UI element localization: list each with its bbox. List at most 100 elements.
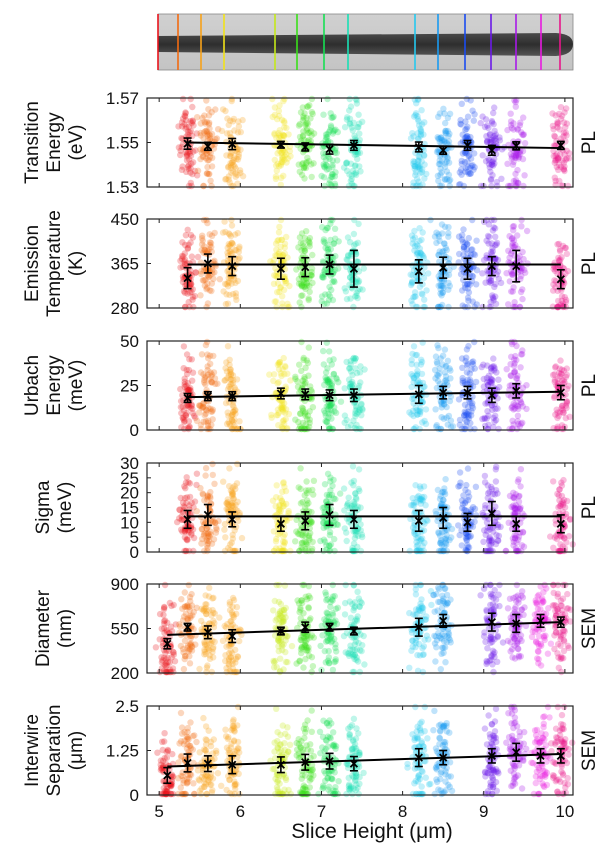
scatter-point	[232, 646, 239, 654]
scatter-point	[169, 750, 176, 758]
scatter-point	[441, 543, 448, 550]
scatter-point	[281, 124, 288, 131]
scatter-point	[273, 581, 280, 589]
scatter-point	[208, 540, 216, 547]
scatter-point	[179, 414, 186, 421]
scatter-point	[202, 155, 210, 162]
scatter-point	[353, 100, 361, 107]
scatter-point	[207, 149, 214, 157]
scatter-point	[177, 147, 184, 154]
scatter-point	[178, 143, 185, 151]
scatter-point	[481, 472, 489, 480]
scatter-point	[419, 339, 426, 346]
scatter-point	[511, 642, 518, 649]
scatter-point	[221, 622, 228, 630]
scatter-point	[534, 605, 542, 613]
scatter-point	[488, 158, 496, 166]
scatter-point	[457, 181, 464, 188]
scatter-point	[286, 147, 294, 155]
scatter-point	[349, 167, 357, 175]
scatter-point	[192, 269, 199, 276]
scatter-point	[223, 665, 230, 672]
scatter-point	[343, 116, 351, 123]
scatter-point	[295, 122, 303, 129]
scatter-point	[235, 123, 243, 130]
scatter-point	[186, 640, 194, 648]
scatter-point	[466, 370, 473, 377]
scatter-point	[412, 303, 420, 311]
scatter-point	[440, 649, 447, 656]
scatter-point	[412, 171, 419, 179]
scatter-point	[511, 303, 518, 311]
scatter-point	[343, 159, 350, 167]
scatter-point	[305, 129, 312, 137]
scatter-point	[514, 402, 521, 409]
scatter-point	[355, 485, 362, 493]
scatter-point	[416, 225, 423, 232]
y-axis-label: Sigma	[33, 480, 54, 534]
scatter-point	[170, 601, 177, 609]
scatter-point	[348, 180, 356, 188]
scatter-point	[298, 161, 306, 168]
scatter-point	[275, 229, 283, 236]
scatter-point	[414, 130, 421, 137]
scatter-point	[421, 417, 428, 425]
scatter-point	[418, 121, 426, 128]
scatter-point	[239, 173, 247, 180]
scatter-point	[458, 157, 465, 165]
slice-lines	[157, 14, 561, 70]
y-axis-label: (meV)	[66, 360, 87, 412]
scatter-point	[278, 149, 285, 156]
scatter-point	[329, 164, 336, 171]
scatter-point	[188, 160, 195, 167]
scatter-point	[202, 601, 209, 608]
scatter-point	[227, 159, 234, 167]
scatter-point	[444, 421, 451, 428]
scatter-point	[355, 639, 362, 647]
scatter-point	[507, 648, 514, 655]
scatter-point	[356, 120, 363, 127]
scatter-point	[295, 244, 302, 251]
scatter-point	[410, 160, 417, 167]
scatter-point	[161, 738, 168, 745]
scatter-point	[201, 112, 208, 119]
scatter-point	[352, 508, 359, 515]
y-tick-label: 365	[111, 255, 139, 274]
scatter-point	[519, 286, 526, 293]
scatter-point	[512, 603, 519, 611]
scatter-point	[227, 117, 234, 124]
scatter-point	[464, 123, 471, 130]
scatter-point	[194, 253, 202, 261]
scatter-point	[224, 115, 231, 122]
scatter-point	[444, 155, 451, 162]
scatter-point	[233, 376, 241, 383]
scatter-point	[355, 124, 362, 131]
scatter-point	[432, 633, 440, 640]
scatter-point	[484, 425, 491, 433]
scatter-point	[441, 240, 448, 247]
scatter-point	[306, 102, 313, 109]
scatter-point	[329, 161, 336, 169]
scatter-point	[325, 410, 332, 417]
scatter-point	[283, 425, 290, 433]
scatter-point	[343, 629, 351, 637]
scatter-point	[565, 533, 573, 540]
scatter-point	[350, 230, 358, 238]
scatter-point	[459, 131, 466, 138]
scatter-point	[216, 614, 223, 621]
scatter-point	[206, 125, 213, 132]
scatter-point	[190, 122, 197, 129]
scatter-point	[538, 599, 545, 607]
scatter-point	[433, 644, 440, 651]
scatter-cloud	[175, 95, 573, 190]
scatter-point	[308, 132, 315, 139]
scatter-point	[274, 115, 281, 123]
scatter-point	[481, 123, 489, 131]
scatter-point	[301, 235, 309, 242]
scatter-point	[327, 124, 335, 131]
scatter-point	[458, 160, 465, 168]
scatter-point	[354, 155, 361, 163]
scatter-point	[237, 169, 244, 177]
scatter-point	[435, 135, 442, 142]
